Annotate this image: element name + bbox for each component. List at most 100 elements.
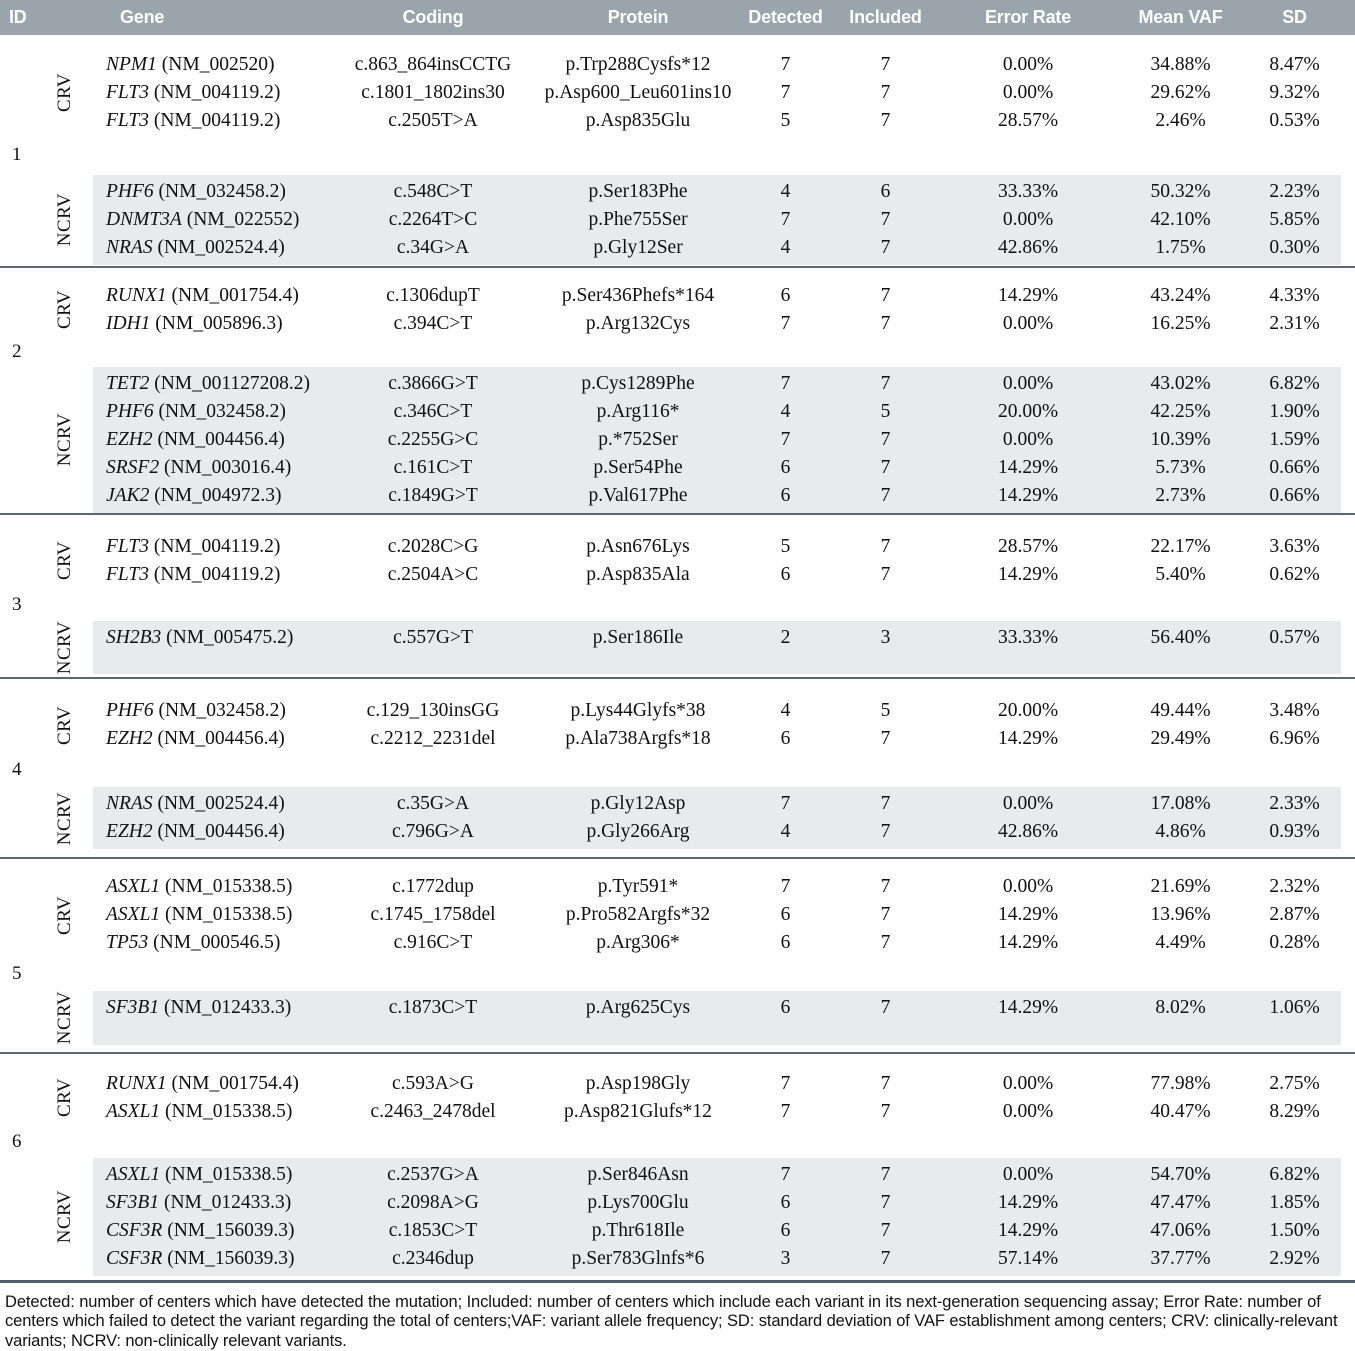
protein-cell: p.Arg132Cys	[585, 313, 691, 334]
gene-cell: TET2 (NM_001127208.2)	[93, 373, 333, 395]
included-cell: 7	[880, 457, 891, 478]
error-rate-cell: 0.00%	[1002, 1072, 1054, 1094]
crv-block: CRV ASXL1 (NM_015338.5) c.1772dup p.Tyr591…	[0, 859, 1355, 957]
mean-vaf-cell: 17.08%	[1150, 793, 1211, 815]
error-rate-cell: 28.57%	[997, 536, 1059, 557]
error-rate-cell: 20.00%	[997, 401, 1059, 422]
protein-cell: p.Lys44Glyfs*38	[570, 700, 706, 722]
table-row: RUNX1 (NM_001754.4) c.1306dupT p.Ser436Phe…	[93, 282, 1341, 310]
detected-cell: 7	[780, 373, 791, 394]
ncrv-label: NCRV	[53, 1189, 75, 1244]
included-cell: 7	[880, 821, 891, 843]
mean-vaf-cell: 4.49%	[1155, 932, 1206, 954]
col-header-included: Included	[849, 7, 922, 27]
protein-cell: p.Ser436Phefs*164	[561, 285, 715, 306]
mean-vaf-cell: 5.40%	[1155, 564, 1206, 585]
error-rate-cell: 0.00%	[1002, 54, 1054, 75]
gene-cell: TP53 (NM_000546.5)	[93, 932, 333, 954]
gene-cell: RUNX1 (NM_001754.4)	[93, 285, 333, 307]
sd-cell: 1.59%	[1269, 429, 1320, 450]
error-rate-cell: 42.86%	[997, 821, 1059, 843]
error-rate-cell: 33.33%	[997, 627, 1059, 648]
gene-cell: FLT3 (NM_004119.2)	[93, 536, 333, 558]
protein-cell: p.Ser846Asn	[587, 1163, 689, 1185]
included-cell: 7	[880, 1100, 891, 1122]
gene-cell: PHF6 (NM_032458.2)	[93, 181, 333, 203]
included-cell: 7	[880, 1247, 891, 1269]
sd-cell: 8.47%	[1269, 54, 1320, 75]
included-cell: 7	[880, 1163, 891, 1185]
sample-id: 5	[12, 963, 22, 985]
included-cell: 7	[880, 82, 891, 103]
detected-cell: 7	[780, 876, 791, 898]
mean-vaf-cell: 21.69%	[1150, 876, 1211, 898]
included-cell: 3	[880, 627, 891, 648]
error-rate-cell: 0.00%	[1002, 313, 1054, 334]
table-row: PHF6 (NM_032458.2) c.548C>T p.Ser183Phe 4 6 3…	[93, 178, 1341, 206]
sample-group-3: 3 CRV FLT3 (NM_004119.2) c.2028C>G p.Asn67…	[0, 515, 1355, 680]
coding-cell: c.1849G>T	[388, 485, 478, 506]
included-cell: 7	[880, 1072, 891, 1094]
protein-cell: p.Cys1289Phe	[581, 373, 695, 394]
sd-cell: 6.82%	[1269, 373, 1320, 394]
gene-transcript-ref: (NM_015338.5)	[165, 876, 293, 898]
table-row: ASXL1 (NM_015338.5) c.2537G>A p.Ser846Asn 7…	[93, 1161, 1341, 1189]
protein-cell: p.Asn676Lys	[586, 536, 690, 557]
error-rate-cell: 14.29%	[997, 457, 1059, 478]
error-rate-cell: 42.86%	[997, 237, 1059, 258]
included-cell: 7	[880, 54, 891, 75]
sd-cell: 2.31%	[1269, 313, 1320, 334]
detected-cell: 4	[780, 700, 791, 722]
detected-cell: 6	[780, 932, 791, 954]
sd-cell: 2.92%	[1269, 1247, 1320, 1269]
gene-symbol: IDH1	[106, 313, 151, 334]
detected-cell: 7	[780, 793, 791, 815]
ncrv-label: NCRV	[53, 193, 75, 247]
sd-cell: 6.82%	[1269, 1163, 1320, 1185]
included-cell: 7	[880, 373, 891, 394]
error-rate-cell: 20.00%	[997, 700, 1059, 722]
error-rate-cell: 0.00%	[1002, 373, 1054, 394]
detected-cell: 7	[780, 54, 791, 75]
mean-vaf-cell: 50.32%	[1150, 181, 1211, 202]
gene-transcript-ref: (NM_015338.5)	[165, 1163, 293, 1185]
crv-label: CRV	[53, 1078, 75, 1118]
mean-vaf-cell: 37.77%	[1150, 1247, 1211, 1269]
table-row: SF3B1 (NM_012433.3) c.2098A>G p.Lys700Glu 6…	[93, 1189, 1341, 1217]
table-row: ASXL1 (NM_015338.5) c.2463_2478del p.Asp82…	[93, 1098, 1341, 1126]
sd-cell: 0.93%	[1269, 821, 1320, 843]
mean-vaf-cell: 56.40%	[1150, 627, 1211, 648]
detected-cell: 5	[780, 536, 791, 557]
table-row: NRAS (NM_002524.4) c.34G>A p.Gly12Ser 4 7 42.…	[93, 234, 1341, 262]
protein-cell: p.Ser183Phe	[588, 181, 688, 202]
coding-cell: c.2028C>G	[387, 536, 479, 557]
gene-symbol: EZH2	[106, 821, 153, 843]
detected-cell: 6	[780, 728, 791, 750]
included-cell: 5	[880, 700, 891, 722]
coding-cell: c.1772dup	[392, 876, 474, 898]
gene-cell: EZH2 (NM_004456.4)	[93, 821, 333, 843]
included-cell: 7	[880, 1219, 891, 1241]
table-row: FLT3 (NM_004119.2) c.2504A>C p.Asp835Ala 6 7…	[93, 561, 1341, 589]
ncrv-label: NCRV	[53, 413, 75, 467]
gene-cell: FLT3 (NM_004119.2)	[93, 564, 333, 586]
detected-cell: 4	[780, 821, 791, 843]
gene-symbol: FLT3	[106, 82, 149, 103]
included-cell: 7	[880, 110, 891, 131]
gene-symbol: RUNX1	[106, 1072, 167, 1094]
coding-cell: c.593A>G	[392, 1072, 474, 1094]
coding-cell: c.2346dup	[392, 1247, 474, 1269]
gene-cell: SRSF2 (NM_003016.4)	[93, 457, 333, 479]
included-cell: 7	[880, 237, 891, 258]
gene-cell: FLT3 (NM_004119.2)	[93, 110, 333, 132]
mean-vaf-cell: 2.46%	[1155, 110, 1206, 131]
table-row: EZH2 (NM_004456.4) c.2212_2231del p.Ala738…	[93, 725, 1341, 753]
gene-symbol: FLT3	[106, 564, 149, 585]
coding-cell: c.2264T>C	[388, 209, 478, 230]
gene-symbol: SRSF2	[106, 457, 160, 478]
coding-cell: c.796G>A	[392, 821, 474, 843]
detected-cell: 5	[780, 110, 791, 131]
sd-cell: 0.57%	[1269, 627, 1320, 648]
gene-transcript-ref: (NM_004119.2)	[153, 536, 281, 557]
coding-cell: c.34G>A	[396, 237, 470, 258]
